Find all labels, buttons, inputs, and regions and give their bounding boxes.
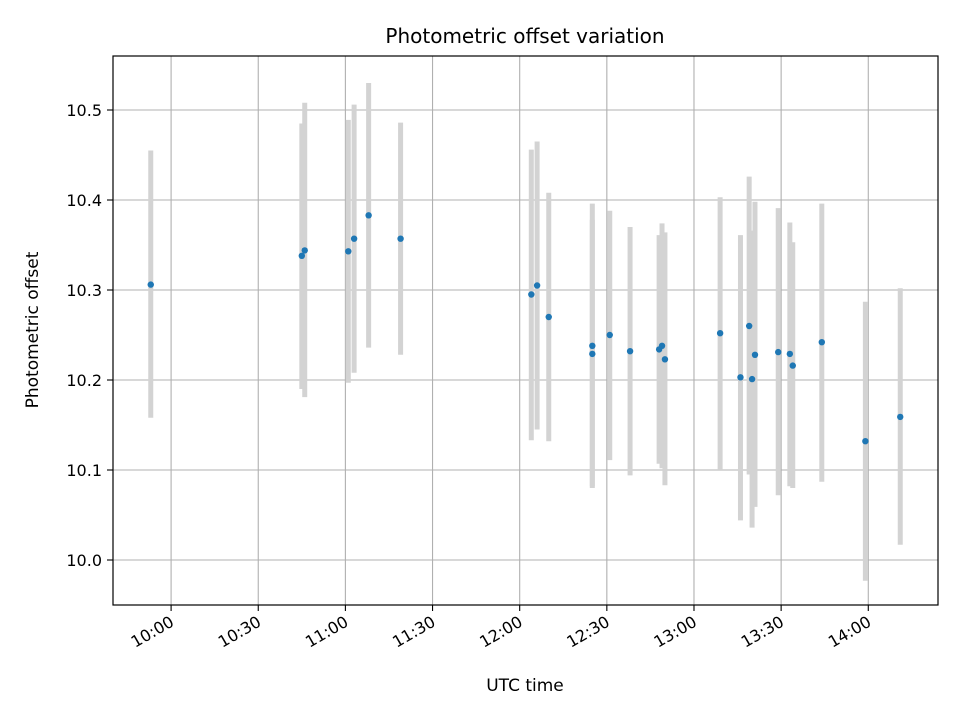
data-point	[786, 350, 794, 358]
data-point	[606, 331, 613, 339]
y-axis: 10.0 10.1 10.2 10.3 10.4 10.5	[66, 101, 113, 570]
data-point	[533, 282, 541, 289]
data-point	[397, 235, 404, 242]
data-point	[897, 413, 904, 421]
y-tick-label: 10.3	[66, 281, 102, 300]
data-point	[661, 356, 669, 363]
data-point	[298, 252, 306, 259]
data-point	[589, 342, 596, 349]
data-point	[748, 375, 756, 383]
data-point	[775, 348, 782, 356]
data-point	[862, 438, 869, 445]
data-point	[350, 235, 358, 242]
grid	[113, 56, 938, 605]
y-tick-label: 10.1	[66, 461, 102, 480]
data-point	[545, 313, 552, 321]
data-point	[301, 247, 308, 254]
data-points	[147, 212, 904, 445]
data-point	[365, 212, 372, 219]
chart-title: Photometric offset variation	[385, 24, 664, 48]
y-tick-label: 10.0	[66, 551, 102, 570]
data-point	[818, 339, 826, 346]
x-axis-label: UTC time	[486, 676, 564, 696]
data-point	[716, 330, 724, 337]
y-tick-label: 10.2	[66, 371, 102, 390]
data-point	[745, 322, 753, 330]
data-point	[589, 350, 596, 358]
plot-area-frame	[112, 55, 939, 606]
y-axis-label: Photometric offset	[23, 251, 43, 408]
y-tick-label: 10.4	[66, 191, 102, 210]
data-point	[147, 281, 154, 288]
data-point	[751, 351, 759, 358]
data-point	[789, 362, 796, 369]
y-tick-label: 10.5	[66, 101, 102, 120]
data-point	[345, 248, 352, 255]
data-point	[658, 342, 666, 349]
data-point	[528, 291, 535, 298]
data-point	[737, 374, 744, 381]
data-point	[626, 348, 634, 355]
